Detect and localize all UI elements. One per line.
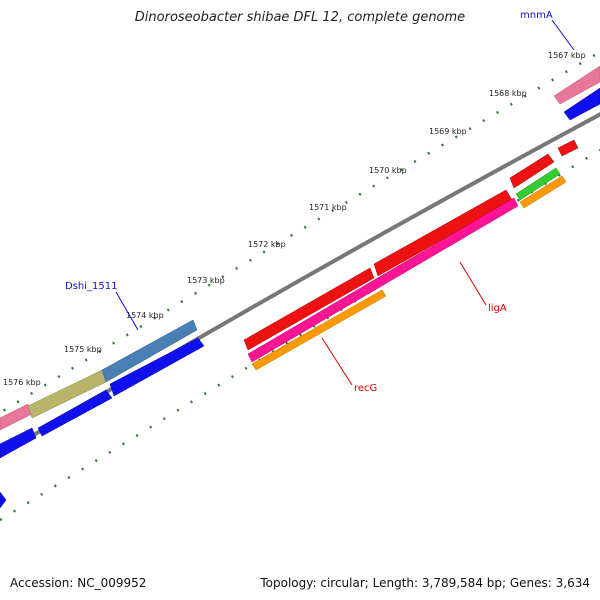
cds-dshi-1511-steelblue[interactable] [101, 319, 198, 383]
cds-red-small[interactable] [509, 153, 555, 189]
gene-label-mnmA: mnmA [520, 10, 553, 21]
cds-red-recG[interactable] [243, 267, 375, 351]
map-title: Dinoroseobacter shibae DFL 12, complete … [134, 10, 466, 25]
feature-orange[interactable] [251, 289, 387, 371]
cds-red-ligA[interactable] [373, 189, 513, 277]
cds-blue-1[interactable] [0, 427, 37, 459]
dshi-1511-callout [115, 291, 139, 331]
mnmA-callout [551, 19, 575, 51]
feature-green[interactable] [515, 167, 561, 201]
gene-labels: mnmA Dshi_1511 ligA recG [65, 10, 575, 394]
tick-label-1570: 1570 kbp [369, 166, 407, 175]
cds-blue-2[interactable] [37, 389, 113, 437]
gene-label-recG: recG [354, 383, 377, 394]
cds-blue-3[interactable] [109, 337, 205, 397]
cds-red-tiny[interactable] [557, 139, 579, 157]
cds-pink-right[interactable] [553, 65, 600, 105]
tick-label-1568: 1568 kbp [489, 89, 527, 98]
tick-label-1573: 1573 kbp [187, 276, 225, 285]
gene-label-ligA: ligA [488, 303, 507, 314]
cds-blue-bottom[interactable] [0, 491, 7, 509]
tick-label-1571: 1571 kbp [309, 203, 347, 212]
inner-scale-ring [0, 148, 600, 522]
ligA-callout [459, 261, 487, 306]
forward-cds-track [0, 65, 600, 431]
tick-labels: 1567 kbp 1568 kbp 1569 kbp 1570 kbp 1571… [3, 51, 586, 387]
accession-text: Accession: NC_009952 [10, 576, 147, 590]
cds-pink-left[interactable] [0, 403, 33, 431]
genome-stats-text: Topology: circular; Length: 3,789,584 bp… [260, 576, 590, 590]
tick-label-1569: 1569 kbp [429, 127, 467, 136]
gene-label-dshi-1511: Dshi_1511 [65, 281, 117, 292]
recG-callout [321, 337, 353, 386]
tick-label-1575: 1575 kbp [64, 345, 102, 354]
reverse-cds-track [0, 87, 600, 509]
tick-label-1574: 1574 kbp [126, 311, 164, 320]
tick-label-1572: 1572 kbp [248, 240, 286, 249]
cds-blue-right[interactable] [563, 87, 600, 121]
tick-label-1576: 1576 kbp [3, 378, 41, 387]
feature-magenta[interactable] [247, 197, 519, 363]
feature-orange-right[interactable] [519, 175, 567, 209]
feature-tracks [247, 167, 567, 371]
tick-label-1567: 1567 kbp [548, 51, 586, 60]
outer-scale-ring [0, 50, 600, 415]
red-cds-track [243, 139, 579, 351]
